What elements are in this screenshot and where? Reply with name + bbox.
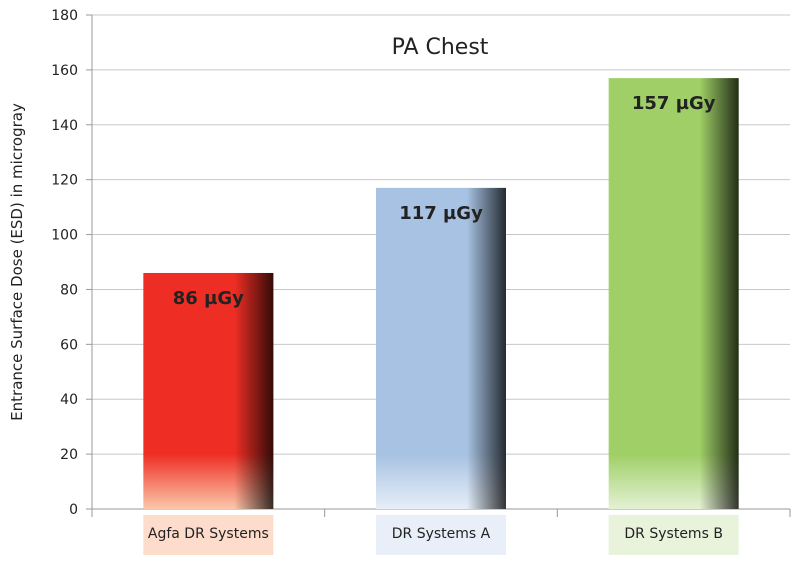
data-labels: 86 µGy 117 µGy 157 µGy bbox=[173, 93, 716, 309]
data-label: 157 µGy bbox=[632, 93, 716, 114]
axes: 0 20 40 60 80 100 120 140 160 180 Agfa DR Systems D… bbox=[51, 8, 791, 555]
bars bbox=[143, 78, 739, 509]
bar-shade bbox=[376, 187, 506, 509]
category-box bbox=[143, 515, 274, 555]
y-tick-label: 80 bbox=[60, 282, 78, 298]
y-tick-label: 160 bbox=[51, 63, 78, 79]
bar-1 bbox=[143, 272, 274, 509]
y-tick-label: 20 bbox=[60, 447, 78, 463]
category-box bbox=[608, 515, 739, 555]
y-tick-label: 120 bbox=[51, 173, 78, 189]
bar-shade bbox=[143, 272, 274, 509]
x-tick-label: DR Systems A bbox=[392, 526, 491, 542]
y-tick-label: 140 bbox=[51, 118, 78, 134]
y-tick-label: 180 bbox=[51, 8, 78, 24]
x-tick-label: DR Systems B bbox=[624, 526, 723, 542]
bar-shade bbox=[608, 78, 739, 509]
y-tick-label: 60 bbox=[60, 337, 78, 353]
y-tick-label: 100 bbox=[51, 228, 78, 244]
bar-2 bbox=[376, 187, 506, 509]
y-tick-label: 0 bbox=[69, 502, 78, 518]
data-label: 86 µGy bbox=[173, 288, 244, 309]
chart-title: PA Chest bbox=[392, 35, 489, 60]
y-axis-label: Entrance Surface Dose (ESD) in microgray bbox=[8, 103, 26, 421]
bar-3 bbox=[608, 78, 739, 509]
category-box bbox=[376, 515, 506, 555]
y-tick-label: 40 bbox=[60, 392, 78, 408]
data-label: 117 µGy bbox=[399, 203, 483, 224]
x-tick-label: Agfa DR Systems bbox=[148, 526, 269, 542]
